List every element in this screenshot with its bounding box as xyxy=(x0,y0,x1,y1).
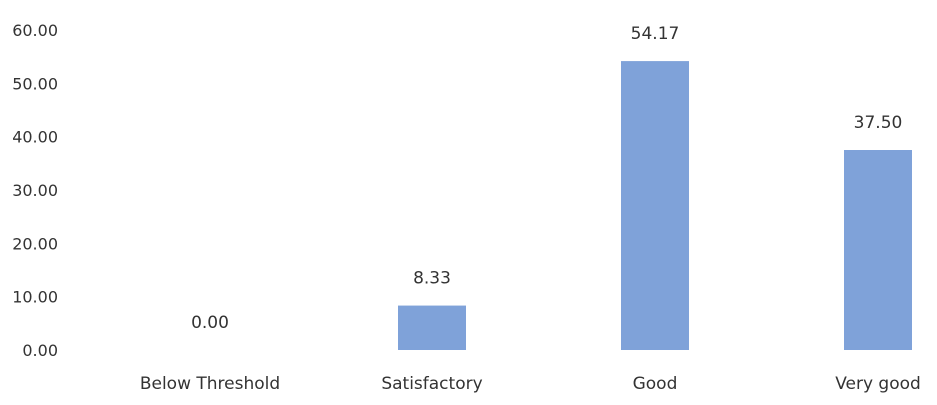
bar xyxy=(844,150,912,350)
data-label: 0.00 xyxy=(191,313,229,333)
x-axis: Below Threshold Satisfactory Good Very good xyxy=(140,374,921,394)
y-tick-label: 10.00 xyxy=(12,288,58,307)
bar xyxy=(621,61,689,351)
x-category-label: Below Threshold xyxy=(140,374,280,394)
bars xyxy=(398,61,912,351)
data-label: 54.17 xyxy=(631,24,680,44)
data-label: 8.33 xyxy=(413,269,451,289)
x-category-label: Very good xyxy=(835,374,921,394)
y-tick-label: 60.00 xyxy=(12,21,58,40)
data-labels: 0.00 8.33 54.17 37.50 xyxy=(191,24,902,333)
y-tick-label: 40.00 xyxy=(12,128,58,147)
x-category-label: Good xyxy=(633,374,678,394)
x-category-label: Satisfactory xyxy=(381,374,482,394)
data-label: 37.50 xyxy=(854,113,903,133)
y-tick-label: 20.00 xyxy=(12,234,58,253)
y-tick-label: 30.00 xyxy=(12,181,58,200)
bar xyxy=(398,305,466,350)
y-tick-label: 0.00 xyxy=(22,341,58,360)
y-axis: 0.00 10.00 20.00 30.00 40.00 50.00 60.00 xyxy=(12,21,58,360)
y-tick-label: 50.00 xyxy=(12,74,58,93)
